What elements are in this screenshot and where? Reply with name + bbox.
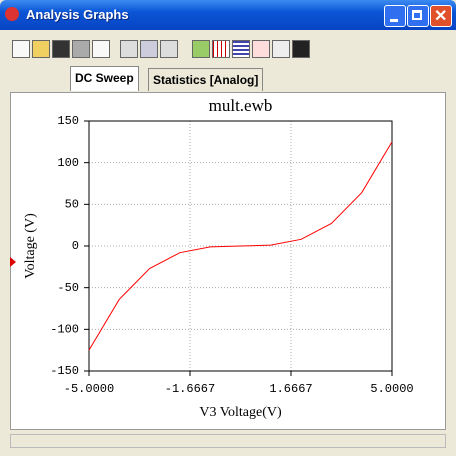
preview-button[interactable] (92, 40, 110, 58)
x-axis-label: V3 Voltage(V) (199, 405, 282, 420)
copy-button[interactable] (140, 40, 158, 58)
toolbar (10, 36, 350, 62)
x-tick-label: -1.6667 (165, 382, 215, 396)
x-tick-label: 5.0000 (370, 382, 413, 396)
y-tick-label: 50 (65, 198, 79, 212)
save-button[interactable] (52, 40, 70, 58)
tab[interactable]: DC Sweep (70, 66, 139, 91)
new-button[interactable] (12, 40, 30, 58)
maximize-button[interactable] (407, 5, 429, 27)
cut-button[interactable] (120, 40, 138, 58)
y-tick-label: 100 (57, 156, 79, 170)
x-tick-label: 1.6667 (269, 382, 312, 396)
minimize-button[interactable] (384, 5, 406, 27)
zoom-button[interactable] (272, 40, 290, 58)
cursor-marker (10, 257, 16, 267)
cursor-button[interactable] (252, 40, 270, 58)
grid-button[interactable] (212, 40, 230, 58)
title-bar: Analysis Graphs ✕ (0, 0, 456, 30)
chart: mult.ewb -150 -100 -50 0 50 100 150 -5.0000 -1.66… (23, 96, 413, 420)
paste-button[interactable] (160, 40, 178, 58)
properties-button[interactable] (192, 40, 210, 58)
graph-panel: mult.ewb -150 -100 -50 0 50 100 150 -5.0000 -1.66… (10, 92, 446, 430)
data-line (88, 141, 393, 351)
chart-title: mult.ewb (209, 96, 273, 115)
app-icon (5, 7, 19, 21)
y-tick-label: -150 (50, 364, 79, 378)
close-button[interactable]: ✕ (430, 5, 452, 27)
y-tick-label: 0 (72, 239, 79, 253)
window-title: Analysis Graphs (26, 7, 129, 22)
x-tick-label: -5.0000 (64, 382, 114, 396)
reverse-button[interactable] (292, 40, 310, 58)
y-tick-label: 150 (57, 114, 79, 128)
y-axis-label: Voltage (V) (23, 213, 38, 279)
y-tick-label: -100 (50, 323, 79, 337)
tab[interactable]: Statistics [Analog] (148, 68, 264, 91)
legend-button[interactable] (232, 40, 250, 58)
plot-frame (88, 120, 393, 372)
open-button[interactable] (32, 40, 50, 58)
y-tick-label: -50 (57, 281, 79, 295)
status-bar (10, 434, 446, 448)
print-button[interactable] (72, 40, 90, 58)
